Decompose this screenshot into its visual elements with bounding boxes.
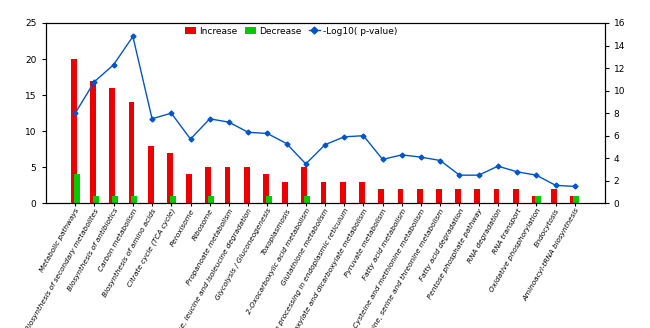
Bar xyxy=(551,189,557,203)
Bar xyxy=(571,196,576,203)
-Log10( p-value) xyxy=(302,162,309,166)
Bar xyxy=(71,59,77,203)
Bar xyxy=(186,174,192,203)
-Log10( p-value) xyxy=(552,183,560,187)
Bar xyxy=(148,146,153,203)
Bar xyxy=(436,189,442,203)
-Log10( p-value) xyxy=(474,173,482,177)
-Log10( p-value) xyxy=(359,134,367,138)
-Log10( p-value) xyxy=(341,135,348,139)
Bar xyxy=(340,182,346,203)
-Log10( p-value) xyxy=(571,184,578,188)
Bar xyxy=(359,182,365,203)
Bar xyxy=(112,196,118,203)
-Log10( p-value) xyxy=(417,155,425,159)
Bar xyxy=(170,196,176,203)
Bar xyxy=(244,167,250,203)
Bar xyxy=(205,167,211,203)
Bar xyxy=(90,81,96,203)
Bar xyxy=(109,88,115,203)
Bar xyxy=(302,167,307,203)
Bar xyxy=(573,196,579,203)
-Log10( p-value) xyxy=(532,173,540,177)
Legend: Increase, Decrease, -Log10( p-value): Increase, Decrease, -Log10( p-value) xyxy=(181,23,402,39)
Bar xyxy=(93,196,99,203)
Bar xyxy=(535,196,541,203)
-Log10( p-value) xyxy=(456,173,463,177)
Bar xyxy=(532,196,538,203)
Bar xyxy=(513,189,519,203)
-Log10( p-value) xyxy=(206,117,214,121)
-Log10( p-value) xyxy=(379,157,387,161)
-Log10( p-value) xyxy=(187,137,194,141)
Line: -Log10( p-value): -Log10( p-value) xyxy=(73,35,577,188)
-Log10( p-value) xyxy=(321,143,329,147)
-Log10( p-value) xyxy=(283,142,291,146)
Bar xyxy=(455,189,461,203)
Bar xyxy=(266,196,272,203)
Bar xyxy=(282,182,288,203)
-Log10( p-value) xyxy=(90,80,98,84)
-Log10( p-value) xyxy=(436,158,444,162)
Bar xyxy=(304,196,310,203)
Bar xyxy=(417,189,423,203)
-Log10( p-value) xyxy=(398,153,406,157)
Bar xyxy=(167,153,173,203)
Bar xyxy=(131,196,137,203)
-Log10( p-value) xyxy=(263,132,271,135)
Bar xyxy=(225,167,230,203)
-Log10( p-value) xyxy=(148,117,156,121)
Bar xyxy=(320,182,326,203)
-Log10( p-value) xyxy=(225,120,233,124)
-Log10( p-value) xyxy=(168,111,176,115)
Bar xyxy=(129,102,135,203)
Bar xyxy=(74,174,79,203)
Bar xyxy=(398,189,403,203)
Bar xyxy=(263,174,269,203)
Bar xyxy=(378,189,384,203)
Bar xyxy=(474,189,480,203)
-Log10( p-value) xyxy=(129,34,136,38)
-Log10( p-value) xyxy=(494,164,502,168)
Bar xyxy=(493,189,499,203)
-Log10( p-value) xyxy=(514,170,521,174)
Bar xyxy=(208,196,214,203)
-Log10( p-value) xyxy=(110,63,118,67)
-Log10( p-value) xyxy=(244,130,252,134)
-Log10( p-value) xyxy=(72,111,79,115)
